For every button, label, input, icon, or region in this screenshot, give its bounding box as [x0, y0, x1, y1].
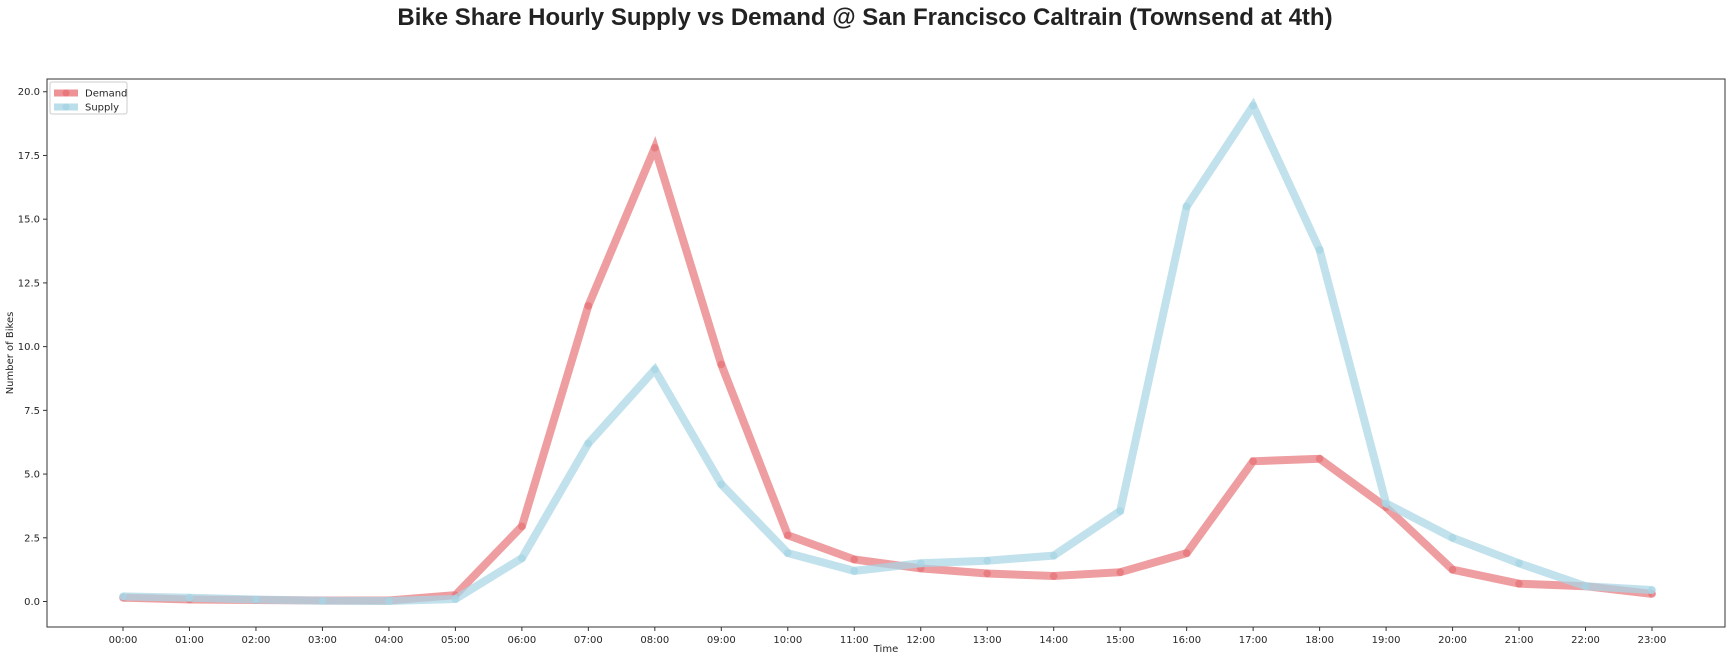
data-point-supply — [1049, 551, 1058, 560]
legend: Demand Supply — [49, 81, 128, 115]
x-tick-label: 03:00 — [308, 635, 337, 646]
y-tick-label: 17.5 — [18, 151, 40, 162]
x-tick-label: 11:00 — [840, 635, 869, 646]
data-point-supply — [983, 556, 992, 565]
data-point-demand — [1515, 579, 1523, 588]
data-point-demand — [1182, 549, 1191, 557]
x-tick-label: 21:00 — [1505, 635, 1534, 646]
data-point-demand — [717, 360, 726, 369]
legend-marker-demand — [62, 89, 70, 97]
y-tick-label: 0.0 — [24, 597, 40, 608]
data-point-demand — [983, 569, 992, 578]
legend-marker-supply — [62, 103, 70, 111]
y-tick-label: 12.5 — [18, 278, 40, 289]
y-tick-label: 5.0 — [24, 470, 40, 481]
y-tick-label: 15.0 — [18, 215, 40, 226]
x-tick-label: 05:00 — [441, 635, 470, 646]
x-tick-label: 08:00 — [640, 635, 669, 646]
plot-frame — [46, 78, 1726, 628]
data-point-supply — [318, 596, 327, 605]
data-point-supply — [385, 597, 393, 605]
x-tick-label: 13:00 — [973, 635, 1002, 646]
legend-label-supply: Supply — [85, 103, 119, 114]
x-tick-label: 00:00 — [109, 635, 138, 646]
x-tick-label: 09:00 — [707, 635, 736, 646]
x-tick-label: 14:00 — [1039, 635, 1068, 646]
data-point-supply — [119, 592, 127, 601]
y-tick-label: 2.5 — [24, 533, 40, 544]
data-point-supply — [252, 595, 260, 604]
data-point-supply — [185, 593, 194, 602]
y-tick-label: 10.0 — [18, 342, 40, 353]
x-tick-label: 01:00 — [175, 635, 204, 646]
series-layer — [119, 97, 1656, 606]
data-point-demand — [783, 531, 792, 540]
x-tick-label: 20:00 — [1438, 635, 1467, 646]
data-point-supply — [584, 439, 593, 448]
x-tick-label: 16:00 — [1172, 635, 1201, 646]
data-point-supply — [1515, 559, 1523, 568]
data-point-demand — [651, 144, 659, 152]
data-point-supply — [518, 554, 526, 562]
data-point-demand — [1249, 457, 1257, 466]
series-line-demand — [122, 136, 1653, 605]
data-point-supply — [1648, 586, 1656, 594]
x-tick-label: 02:00 — [242, 635, 271, 646]
data-point-supply — [1315, 245, 1324, 254]
x-tick-label: 17:00 — [1239, 635, 1268, 646]
data-point-supply — [916, 559, 925, 568]
x-tick-label: 10:00 — [773, 635, 802, 646]
data-point-supply — [1581, 582, 1590, 591]
x-tick-label: 12:00 — [906, 635, 935, 646]
x-tick-label: 15:00 — [1106, 635, 1135, 646]
data-point-supply — [1448, 533, 1457, 542]
data-point-demand — [518, 522, 526, 531]
y-tick-label: 7.5 — [24, 406, 40, 417]
data-point-supply — [717, 480, 726, 489]
data-point-supply — [1116, 507, 1124, 515]
data-point-supply — [1182, 202, 1191, 211]
x-tick-label: 23:00 — [1638, 635, 1667, 646]
data-point-demand — [584, 302, 593, 310]
data-point-supply — [451, 595, 460, 603]
x-tick-label: 07:00 — [574, 635, 603, 646]
chart-title: Bike Share Hourly Supply vs Demand @ San… — [397, 4, 1332, 31]
data-point-demand — [1315, 454, 1324, 463]
data-point-demand — [850, 555, 859, 564]
data-point-supply — [1249, 101, 1257, 110]
x-tick-label: 19:00 — [1372, 635, 1401, 646]
x-tick-label: 06:00 — [507, 635, 536, 646]
y-tick-label: 20.0 — [18, 87, 40, 98]
data-point-supply — [783, 549, 792, 557]
y-axis: 0.0 2.5 5.0 7.5 10.0 12.5 15.0 17.5 20.0 — [18, 87, 47, 608]
data-point-supply — [1382, 499, 1390, 508]
x-tick-label: 04:00 — [374, 635, 403, 646]
y-axis-label: Number of Bikes — [5, 312, 16, 395]
x-axis: 00:00 01:00 02:00 03:00 04:00 05:00 06:00 07:00… — [109, 627, 1667, 646]
data-point-supply — [651, 365, 659, 374]
legend-label-demand: Demand — [85, 89, 127, 100]
x-axis-label: Time — [873, 644, 898, 655]
data-point-demand — [1116, 568, 1124, 576]
x-tick-label: 22:00 — [1571, 635, 1600, 646]
data-point-demand — [1049, 572, 1058, 580]
data-point-supply — [850, 567, 859, 575]
data-point-demand — [1448, 565, 1457, 574]
series-line-supply — [122, 97, 1653, 606]
x-tick-label: 18:00 — [1305, 635, 1334, 646]
